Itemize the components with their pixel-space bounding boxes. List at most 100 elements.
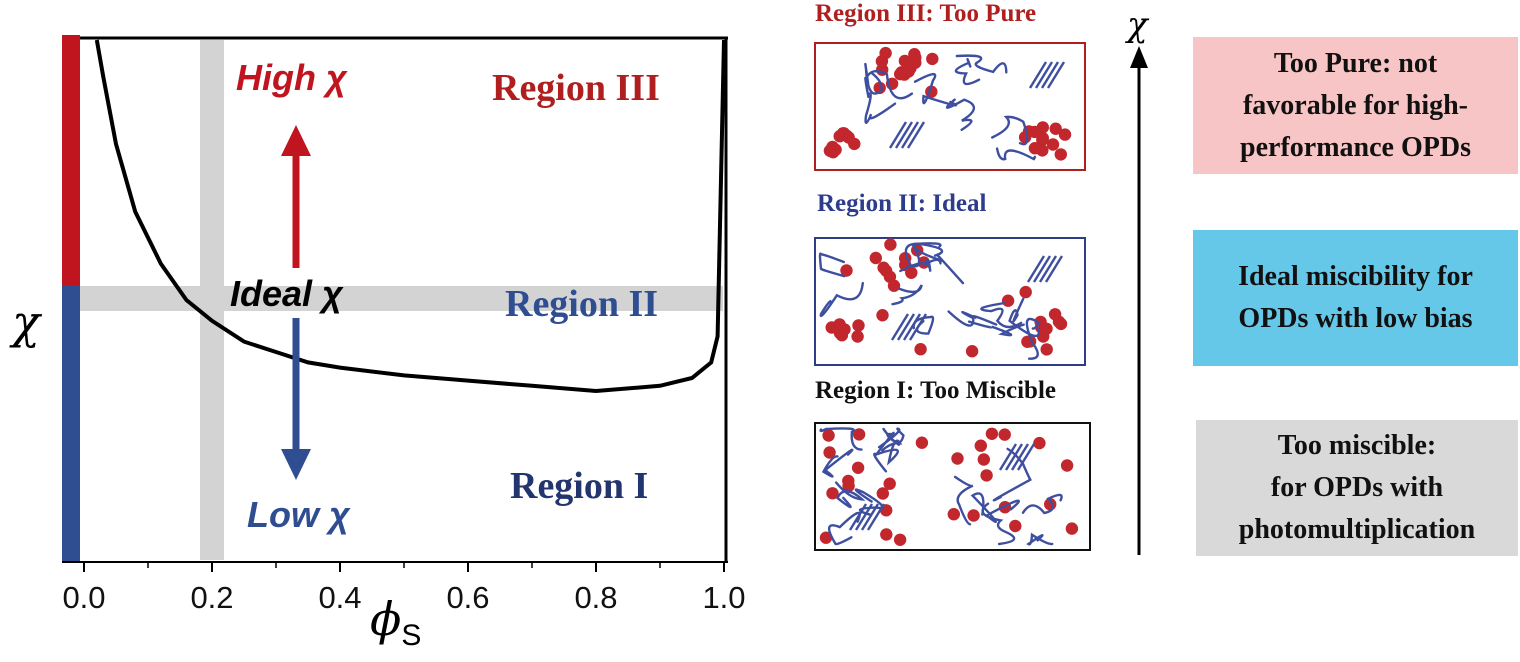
chi-increase-arrow xyxy=(1130,46,1148,555)
particle xyxy=(1058,128,1072,141)
region-ii-caption: Region II: Ideal xyxy=(817,190,987,217)
particle xyxy=(835,329,849,342)
polymer-chain xyxy=(991,115,1029,146)
particle xyxy=(998,428,1011,441)
particle xyxy=(980,469,993,482)
region-iii-morphology xyxy=(823,46,1072,161)
particle xyxy=(873,81,886,95)
particle xyxy=(1049,122,1062,135)
region-ii-morphology xyxy=(818,238,1068,360)
particle xyxy=(1033,436,1046,450)
crystalline-stack xyxy=(1034,61,1054,89)
high-chi-arrow xyxy=(281,125,311,268)
polymer-chain xyxy=(819,427,863,451)
high-chi-bar xyxy=(62,35,80,286)
particle xyxy=(1028,142,1042,155)
polymer-chain xyxy=(947,310,998,327)
particle xyxy=(1054,148,1068,161)
too-miscible-description: Too miscible: for OPDs with photomultipl… xyxy=(1196,420,1518,556)
too-pure-line-2: favorable for high- xyxy=(1242,89,1469,121)
particle xyxy=(909,56,922,69)
particle xyxy=(842,479,855,493)
polymer-chain xyxy=(954,57,981,86)
particle xyxy=(851,461,865,474)
particle xyxy=(826,487,839,500)
particle xyxy=(1009,519,1022,533)
y-axis-label: χ xyxy=(9,295,43,349)
polymer-chain xyxy=(953,475,974,526)
particle xyxy=(819,531,833,544)
particle xyxy=(926,52,939,66)
region-iii-label: Region III xyxy=(492,67,660,109)
particle xyxy=(876,309,889,322)
polymer-chain xyxy=(980,301,1023,329)
crystalline-stack xyxy=(906,121,926,149)
polymer-chain xyxy=(1008,297,1041,338)
region-ii-morphology-box xyxy=(814,237,1086,366)
polymer-chain xyxy=(819,281,864,318)
crystalline-stack xyxy=(900,121,920,149)
particle xyxy=(893,533,907,546)
polymer-chain xyxy=(913,242,965,285)
particle xyxy=(974,439,987,452)
particle xyxy=(851,330,864,343)
particle xyxy=(894,67,907,81)
polymer-chain xyxy=(945,98,976,131)
low-chi-arrow xyxy=(281,318,311,480)
particle xyxy=(898,54,912,68)
ideal-line-1: Ideal miscibility for xyxy=(1238,261,1473,292)
region-i-morphology-box xyxy=(814,422,1091,551)
x-axis-ticks xyxy=(83,562,725,572)
x-tick-label: 0.0 xyxy=(62,580,106,615)
crystalline-stack xyxy=(894,121,914,149)
polymer-chain xyxy=(1021,493,1063,515)
x-tick-label: 1.0 xyxy=(702,580,746,615)
ideal-chi-label: Ideal χ xyxy=(230,273,344,314)
particle xyxy=(852,428,866,441)
crystalline-stack xyxy=(890,313,910,341)
region-i-caption: Region I: Too Miscible xyxy=(815,377,1056,404)
too-pure-line-1: Too Pure: not xyxy=(1273,47,1438,79)
polymer-chain xyxy=(955,54,1008,74)
particle xyxy=(829,143,842,156)
crystalline-stack xyxy=(896,313,916,341)
binodal-curve xyxy=(94,39,726,394)
crystalline-stack xyxy=(908,313,928,341)
particle xyxy=(914,343,927,356)
polymer-chain xyxy=(821,448,854,478)
crystalline-stack xyxy=(1004,443,1024,471)
too-miscible-line-2: for OPDs with xyxy=(1270,472,1444,503)
particle xyxy=(833,318,846,331)
polymer-chain xyxy=(1026,532,1054,546)
crystalline-stack xyxy=(1010,443,1030,471)
crystalline-stack xyxy=(1044,255,1064,283)
polymer-chain xyxy=(1025,317,1042,360)
particle xyxy=(965,345,979,358)
particle xyxy=(884,238,897,251)
particle xyxy=(869,251,882,265)
x-axis-symbol: ϕ xyxy=(370,592,401,646)
crystalline-stack xyxy=(860,503,880,531)
x-tick-label: 0.6 xyxy=(446,580,490,615)
particle xyxy=(852,319,865,332)
x-tick-label: 0.4 xyxy=(318,580,362,615)
particle xyxy=(822,429,835,442)
crystalline-stack xyxy=(866,503,886,531)
particle xyxy=(1040,343,1053,356)
high-chi-label: High χ xyxy=(236,57,348,98)
region-i-morphology xyxy=(819,427,1079,546)
polymer-chain xyxy=(891,284,923,306)
crystalline-stack xyxy=(888,121,908,149)
particle xyxy=(967,509,980,522)
polymer-chain xyxy=(913,72,958,107)
polymer-chain xyxy=(967,320,1025,337)
particle xyxy=(977,453,990,466)
low-chi-bar xyxy=(62,286,80,562)
particle xyxy=(1019,285,1032,299)
particle xyxy=(1028,125,1041,139)
particle xyxy=(848,137,861,151)
too-miscible-line-3: photomultiplication xyxy=(1238,514,1476,545)
particle xyxy=(1001,294,1015,307)
